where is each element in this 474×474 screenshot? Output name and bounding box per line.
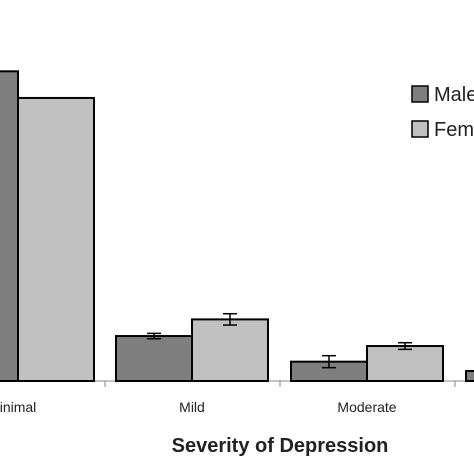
x-tick-label-2: Moderate bbox=[337, 399, 396, 415]
error-bar-male-1 bbox=[147, 332, 161, 340]
legend-swatch-fem bbox=[411, 120, 429, 138]
legend-item-male: Male bbox=[411, 84, 474, 106]
bars bbox=[0, 70, 474, 383]
error-bar-male-2 bbox=[322, 354, 336, 369]
x-axis-title: Severity of Depression bbox=[172, 435, 389, 457]
bar-male-1 bbox=[115, 335, 193, 383]
legend: Male Fem bbox=[411, 84, 474, 141]
bar-fem-0 bbox=[17, 96, 95, 382]
error-bars bbox=[147, 312, 412, 369]
bar-fem-1 bbox=[191, 318, 269, 382]
x-tick-label-0: inimal bbox=[0, 399, 36, 415]
legend-swatch-male bbox=[411, 85, 429, 103]
legend-label-male: Male bbox=[434, 84, 474, 106]
bar-male-3 bbox=[465, 370, 474, 383]
error-bar-fem-1 bbox=[223, 312, 237, 326]
legend-label-fem: Fem bbox=[434, 119, 474, 141]
bar-male-0 bbox=[0, 70, 19, 382]
legend-item-fem: Fem bbox=[411, 119, 474, 141]
x-tick-label-1: Mild bbox=[179, 399, 205, 415]
x-tick-labels: inimal Mild Moderate bbox=[0, 399, 397, 415]
bar-fem-2 bbox=[366, 345, 444, 383]
error-bar-fem-2 bbox=[398, 341, 412, 351]
x-ticks bbox=[104, 381, 456, 387]
